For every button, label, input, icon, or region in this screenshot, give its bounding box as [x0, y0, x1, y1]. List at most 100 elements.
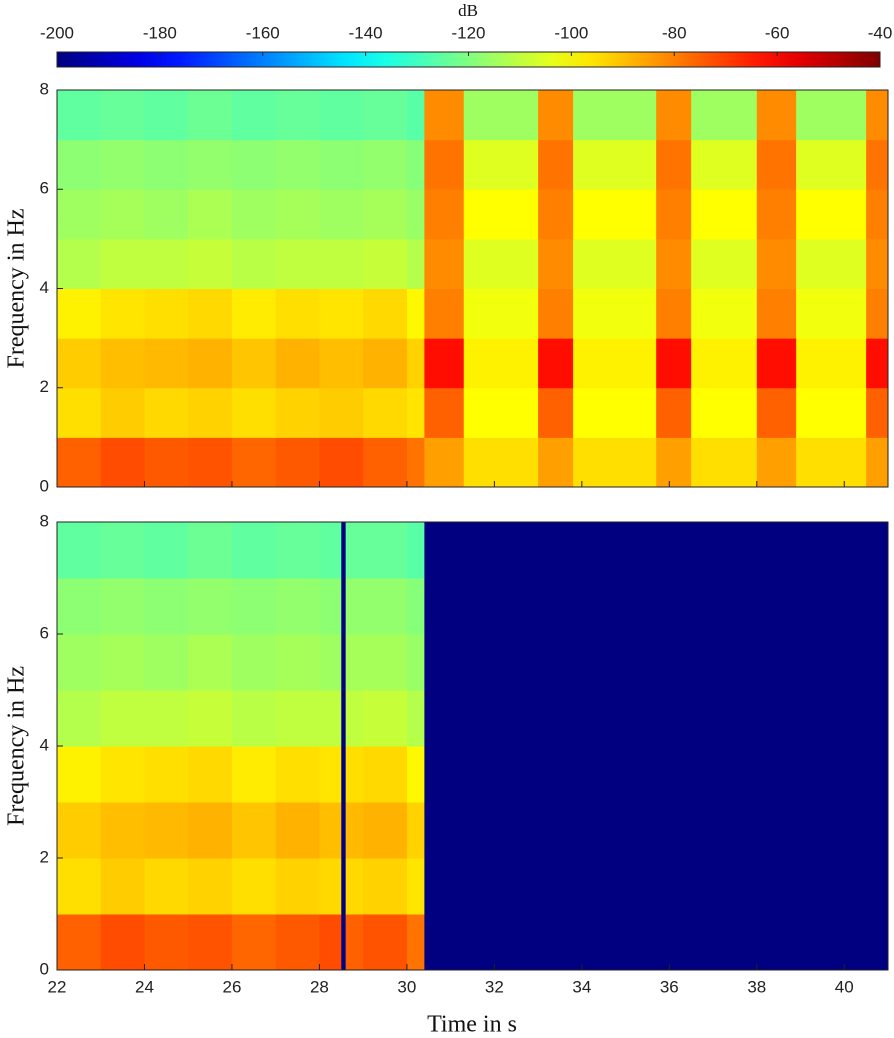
cell: [275, 522, 320, 579]
cell: [363, 437, 408, 488]
cell: [188, 578, 233, 635]
cell: [538, 437, 574, 488]
cell: [231, 746, 277, 803]
colorbar-tick-label: -80: [662, 23, 687, 42]
cell: [363, 522, 408, 579]
colorbar-tick-label: -160: [246, 23, 280, 42]
cell: [573, 338, 657, 389]
cell: [573, 139, 657, 190]
y-tick-label: 4: [40, 278, 49, 297]
x-tick-label: 30: [397, 977, 416, 996]
cell: [424, 238, 465, 289]
cell: [796, 189, 867, 240]
cell: [100, 522, 145, 579]
y-axis-label: Frequency in Hz: [4, 666, 30, 826]
cell: [538, 387, 574, 438]
cell: [144, 238, 189, 289]
cell: [231, 238, 277, 289]
cell: [231, 338, 277, 389]
cell: [424, 189, 465, 240]
cell: [275, 802, 320, 859]
cell: [144, 522, 189, 579]
cell: [406, 522, 425, 579]
cell: [231, 802, 277, 859]
cell: [275, 746, 320, 803]
cell: [656, 90, 692, 141]
cell: [231, 522, 277, 579]
cell: [866, 437, 889, 488]
cell: [319, 746, 342, 803]
cell: [363, 634, 408, 691]
cell: [756, 288, 797, 339]
cell: [188, 858, 233, 915]
cell: [341, 858, 347, 915]
cell: [656, 288, 692, 339]
y-tick-label: 2: [40, 377, 49, 396]
cell: [144, 746, 189, 803]
cell: [866, 387, 889, 438]
x-tick-label: 24: [135, 977, 154, 996]
cell: [57, 238, 102, 289]
cell: [573, 189, 657, 240]
cell: [424, 437, 465, 488]
cell: [100, 858, 145, 915]
cell: [691, 139, 758, 190]
cell: [188, 634, 233, 691]
cell: [796, 338, 867, 389]
cell: [363, 90, 408, 141]
cell: [866, 238, 889, 289]
y-tick-label: 8: [40, 79, 49, 98]
cell: [363, 238, 408, 289]
cell: [656, 139, 692, 190]
cell: [100, 746, 145, 803]
cell: [144, 914, 189, 971]
cell: [188, 90, 233, 141]
cell: [691, 387, 758, 438]
colorbar-tick-label: -40: [868, 23, 893, 42]
cell: [144, 690, 189, 747]
cell: [796, 387, 867, 438]
y-tick-label: 6: [40, 179, 49, 198]
cell: [406, 90, 425, 141]
cell: [656, 338, 692, 389]
x-tick-label: 34: [572, 977, 591, 996]
cell: [756, 90, 797, 141]
cell: [100, 139, 145, 190]
cell: [275, 690, 320, 747]
cell: [188, 522, 233, 579]
cell: [345, 746, 364, 803]
cell: [275, 858, 320, 915]
y-tick-label: 8: [40, 511, 49, 530]
cell: [538, 338, 574, 389]
cell: [57, 634, 102, 691]
cell: [319, 578, 342, 635]
cell: [57, 578, 102, 635]
cell: [463, 288, 539, 339]
cell: [319, 522, 342, 579]
cell: [573, 387, 657, 438]
colorbar-label: dB: [458, 1, 478, 20]
x-tick-label: 26: [222, 977, 241, 996]
cell: [363, 914, 408, 971]
cell: [363, 338, 408, 389]
cell: [319, 690, 342, 747]
cell: [406, 578, 425, 635]
cell: [656, 189, 692, 240]
cell: [756, 338, 797, 389]
cell: [188, 802, 233, 859]
cell: [188, 288, 233, 339]
cell: [100, 690, 145, 747]
cell: [319, 139, 364, 190]
y-tick-label: 2: [40, 847, 49, 866]
cell: [144, 288, 189, 339]
cell: [319, 437, 364, 488]
cell: [231, 288, 277, 339]
cell: [363, 690, 408, 747]
cell: [144, 437, 189, 488]
cell: [275, 387, 320, 438]
cell: [538, 90, 574, 141]
cell: [345, 690, 364, 747]
cell: [188, 338, 233, 389]
cell: [756, 189, 797, 240]
cell: [345, 522, 364, 579]
